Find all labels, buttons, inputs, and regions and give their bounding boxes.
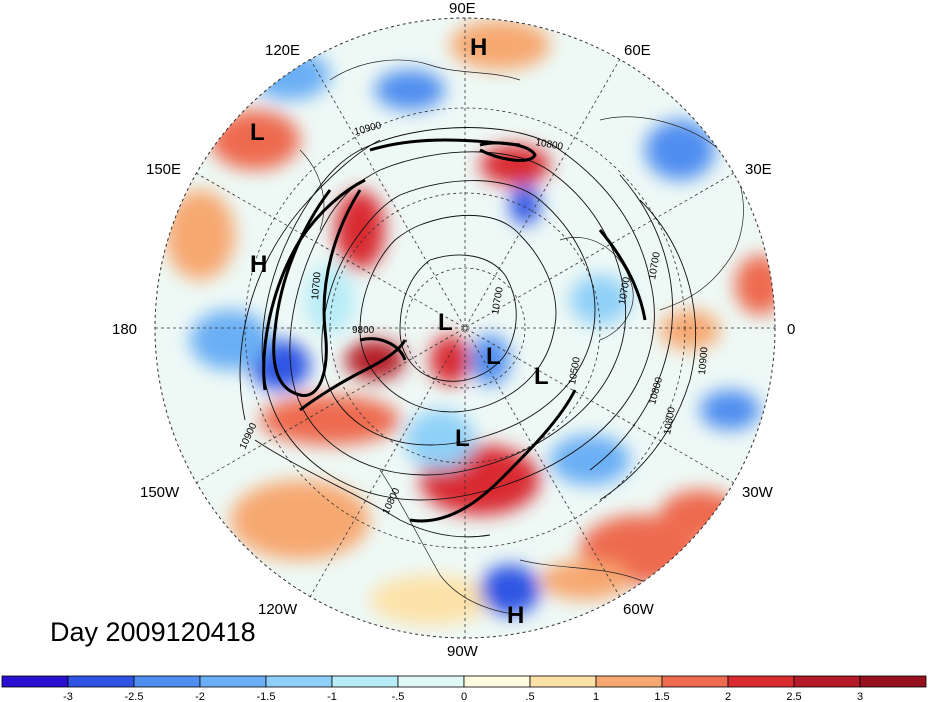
lon-label-120e: 120E bbox=[265, 42, 300, 59]
low-marker: L bbox=[250, 119, 265, 146]
lon-label-150w: 150W bbox=[140, 484, 180, 501]
colorbar-box bbox=[529, 675, 597, 688]
colorbar-tick-label: .5 bbox=[525, 691, 534, 702]
contour-label: 10800 bbox=[662, 406, 678, 436]
contour-label: 10700 bbox=[617, 276, 633, 306]
lon-label-90w: 90W bbox=[447, 643, 479, 660]
colorbar-box bbox=[727, 675, 795, 688]
map-boundary bbox=[154, 17, 776, 639]
colorbar-tick-label: -.5 bbox=[392, 691, 405, 702]
colorbar-box bbox=[199, 675, 267, 688]
colorbar-tick-label: -1.5 bbox=[257, 691, 276, 702]
low-marker: L bbox=[455, 425, 470, 452]
colorbar-tick-label: 3 bbox=[857, 691, 863, 702]
colorbar-box bbox=[859, 675, 927, 688]
colorbar-tick-label: 0 bbox=[461, 691, 467, 702]
longitude-labels: 90E 60E 30E 0 30W 60W 90W 120W 150W 180 … bbox=[112, 0, 795, 660]
coastlines bbox=[299, 59, 744, 616]
colorbar-box bbox=[793, 675, 861, 688]
colorbar-tick-label: -2.5 bbox=[125, 691, 144, 702]
lon-label-60w: 60W bbox=[623, 601, 655, 618]
high-marker: H bbox=[507, 602, 524, 629]
day-title: Day 2009120418 bbox=[50, 617, 256, 647]
contour-label: 10900 bbox=[697, 346, 710, 375]
colorbar-tick-label: 2 bbox=[725, 691, 731, 702]
colorbar-box bbox=[595, 675, 663, 688]
colorbar-box bbox=[1, 675, 69, 688]
pressure-centers: H L H L L L L H bbox=[250, 34, 549, 629]
low-marker: L bbox=[486, 343, 501, 370]
colorbar: -3 -2.5 -2 -1.5 -1 -.5 0 .5 1 1.5 2 2.5 3 bbox=[1, 675, 927, 702]
lon-label-0: 0 bbox=[787, 321, 795, 338]
shaded-anomaly-field bbox=[155, 18, 775, 638]
colorbar-box bbox=[67, 675, 135, 688]
low-marker: L bbox=[534, 363, 549, 390]
colorbar-box bbox=[265, 675, 333, 688]
lon-label-180: 180 bbox=[112, 321, 137, 338]
colorbar-boxes bbox=[1, 675, 927, 688]
colorbar-tick-label: -3 bbox=[63, 691, 73, 702]
jet-contours bbox=[262, 138, 647, 523]
high-marker: H bbox=[470, 34, 487, 61]
colorbar-tick-label: 1 bbox=[593, 691, 599, 702]
lon-label-30w: 30W bbox=[742, 484, 774, 501]
contour-label: 10700 bbox=[490, 286, 506, 316]
colorbar-box bbox=[463, 675, 531, 688]
contour-label: 10700 bbox=[310, 271, 323, 300]
contour-label: 10500 bbox=[567, 356, 583, 386]
contour-label: 10700 bbox=[647, 251, 663, 281]
height-contours bbox=[239, 127, 696, 538]
colorbar-tick-label: -1 bbox=[327, 691, 337, 702]
lon-label-90e: 90E bbox=[449, 0, 476, 17]
colorbar-box bbox=[331, 675, 399, 688]
colorbar-box bbox=[133, 675, 201, 688]
colorbar-box bbox=[397, 675, 465, 688]
lon-label-150e: 150E bbox=[146, 161, 181, 178]
lon-label-60e: 60E bbox=[624, 42, 651, 59]
high-marker: H bbox=[250, 251, 267, 278]
colorbar-tick-label: -2 bbox=[195, 691, 205, 702]
colorbar-box bbox=[661, 675, 729, 688]
contour-label: 10800 bbox=[534, 137, 564, 153]
lon-label-120w: 120W bbox=[258, 601, 298, 618]
colorbar-ticks: -3 -2.5 -2 -1.5 -1 -.5 0 .5 1 1.5 2 2.5 3 bbox=[63, 691, 863, 702]
colorbar-tick-label: 2.5 bbox=[786, 691, 801, 702]
lon-label-30e: 30E bbox=[745, 161, 772, 178]
low-marker: L bbox=[438, 309, 453, 336]
contour-label: 9800 bbox=[352, 325, 375, 336]
colorbar-tick-label: 1.5 bbox=[654, 691, 669, 702]
